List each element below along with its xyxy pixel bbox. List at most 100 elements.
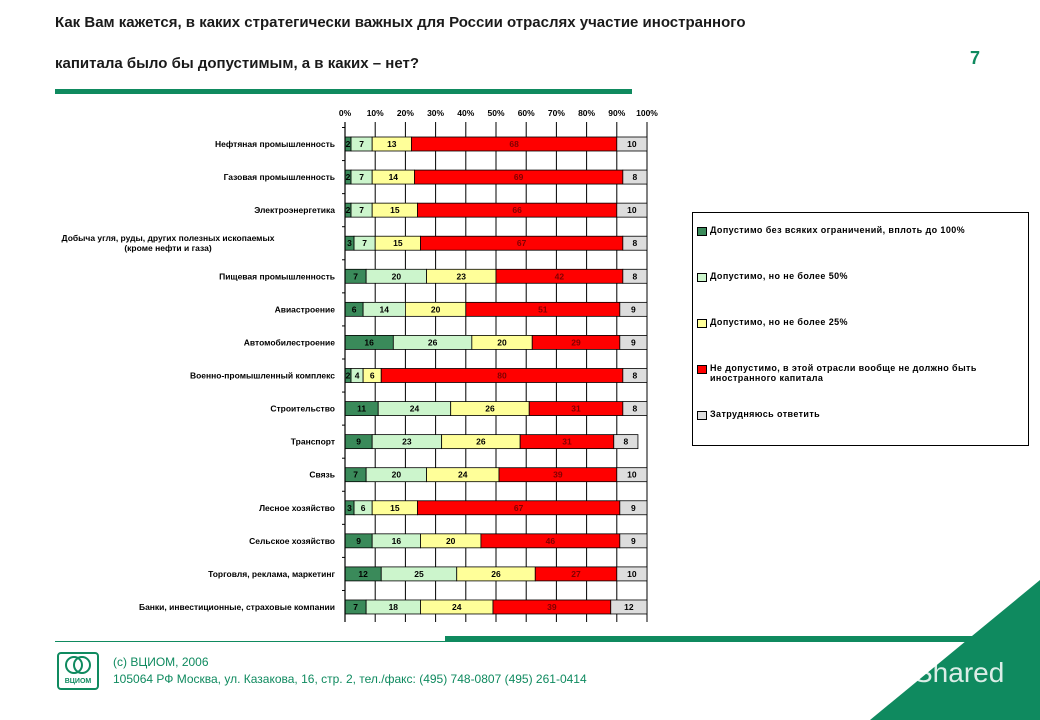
data-label: 7 (353, 602, 358, 612)
bar-segment (613, 434, 639, 450)
data-label: 6 (361, 503, 366, 513)
data-label: 8 (633, 404, 638, 414)
data-label: 20 (431, 304, 441, 314)
bar-segment (619, 533, 648, 549)
data-label: 27 (571, 569, 581, 579)
data-label: 10 (627, 470, 637, 480)
data-label: 26 (491, 569, 501, 579)
category-label: Авиастроение (275, 304, 336, 314)
data-label: 14 (389, 172, 399, 182)
category-label: Транспорт (291, 437, 335, 447)
category-label: Военно-промышленный комплекс (190, 370, 335, 380)
legend-label: Не допустимо, в этой отрасли вообще не д… (710, 363, 977, 383)
data-label: 26 (476, 437, 486, 447)
x-tick-label: 10% (367, 108, 384, 118)
bar-segment (622, 368, 648, 383)
category-label: Добыча угля, руды, других полезных ископ… (62, 233, 275, 253)
logo-emblem-icon (65, 656, 91, 674)
data-label: 24 (458, 470, 468, 480)
data-label: 7 (362, 238, 367, 248)
watermark: yShared (900, 657, 1005, 688)
footer-divider (55, 641, 445, 642)
corner-triangle (870, 580, 1040, 720)
bar-segment (616, 136, 648, 152)
data-label: 24 (410, 404, 420, 414)
data-label: 16 (392, 536, 402, 546)
data-label: 10 (627, 205, 637, 215)
page-number: 7 (970, 48, 981, 68)
data-label: 66 (512, 205, 522, 215)
data-label: 51 (538, 304, 548, 314)
x-tick-label: 40% (457, 108, 474, 118)
bar-segment (616, 566, 648, 582)
data-label: 9 (631, 337, 636, 347)
data-label: 2 (346, 205, 351, 215)
legend-swatch (697, 319, 707, 328)
category-label: Нефтяная промышленность (215, 139, 335, 149)
data-label: 2 (346, 139, 351, 149)
data-label: 2 (346, 172, 351, 182)
data-label: 16 (364, 337, 374, 347)
data-label: 7 (353, 271, 358, 281)
legend-label: Допустимо, но не более 25% (710, 317, 848, 327)
data-label: 10 (627, 139, 637, 149)
data-label: 39 (547, 602, 557, 612)
data-label: 7 (353, 470, 358, 480)
data-label: 20 (392, 271, 402, 281)
data-label: 4 (355, 370, 360, 380)
title-line-1: Как Вам кажется, в каких стратегически в… (55, 14, 746, 31)
data-label: 12 (624, 602, 634, 612)
bar-segment (622, 169, 648, 185)
category-label: Лесное хозяйство (259, 503, 335, 513)
data-label: 7 (359, 205, 364, 215)
data-label: 69 (514, 172, 524, 182)
data-label: 23 (402, 437, 412, 447)
footer-address: 105064 РФ Москва, ул. Казакова, 16, стр.… (113, 672, 587, 686)
data-label: 2 (346, 370, 351, 380)
legend-item: Допустимо, но не более 25% (697, 317, 848, 328)
data-label: 15 (393, 238, 403, 248)
data-label: 39 (553, 470, 563, 480)
x-tick-label: 30% (427, 108, 444, 118)
bar-segment (616, 467, 648, 483)
bar-segment (622, 268, 648, 284)
bar-segment (622, 401, 648, 416)
data-label: 8 (633, 271, 638, 281)
title-line-2: капитала было бы допустимым, а в каких –… (55, 55, 420, 72)
data-label: 29 (571, 337, 581, 347)
data-label: 20 (446, 536, 456, 546)
category-label: Торговля, реклама, маркетинг (208, 569, 335, 579)
legend-label: Затрудняюсь ответить (710, 409, 821, 419)
data-label: 9 (631, 503, 636, 513)
x-tick-label: 90% (608, 108, 625, 118)
data-label: 6 (352, 304, 357, 314)
data-label: 23 (457, 271, 467, 281)
bar-segment (619, 301, 648, 317)
data-label: 20 (392, 470, 402, 480)
legend-item: Затрудняюсь ответить (697, 409, 820, 420)
data-label: 9 (631, 304, 636, 314)
data-label: 9 (356, 437, 361, 447)
data-label: 7 (359, 139, 364, 149)
data-label: 8 (633, 370, 638, 380)
data-label: 9 (631, 536, 636, 546)
footer-accent-bar (445, 636, 1005, 642)
data-label: 15 (390, 205, 400, 215)
header-divider (55, 89, 632, 94)
bar-segment (610, 599, 648, 615)
legend-label: Допустимо, но не более 50% (710, 271, 848, 281)
data-label: 18 (389, 602, 399, 612)
data-label: 10 (627, 569, 637, 579)
bar-segment (619, 335, 648, 350)
data-label: 67 (517, 238, 527, 248)
chart-legend: Допустимо без всяких ограничений, вплоть… (692, 212, 1029, 446)
data-label: 68 (509, 139, 519, 149)
legend-swatch (697, 365, 707, 374)
data-label: 42 (555, 271, 565, 281)
data-label: 31 (571, 404, 581, 414)
vciom-logo: ВЦИОМ (57, 652, 99, 690)
data-label: 8 (623, 437, 628, 447)
data-label: 11 (357, 404, 366, 414)
x-tick-label: 0% (339, 108, 352, 118)
legend-item: Допустимо, но не более 50% (697, 271, 848, 282)
